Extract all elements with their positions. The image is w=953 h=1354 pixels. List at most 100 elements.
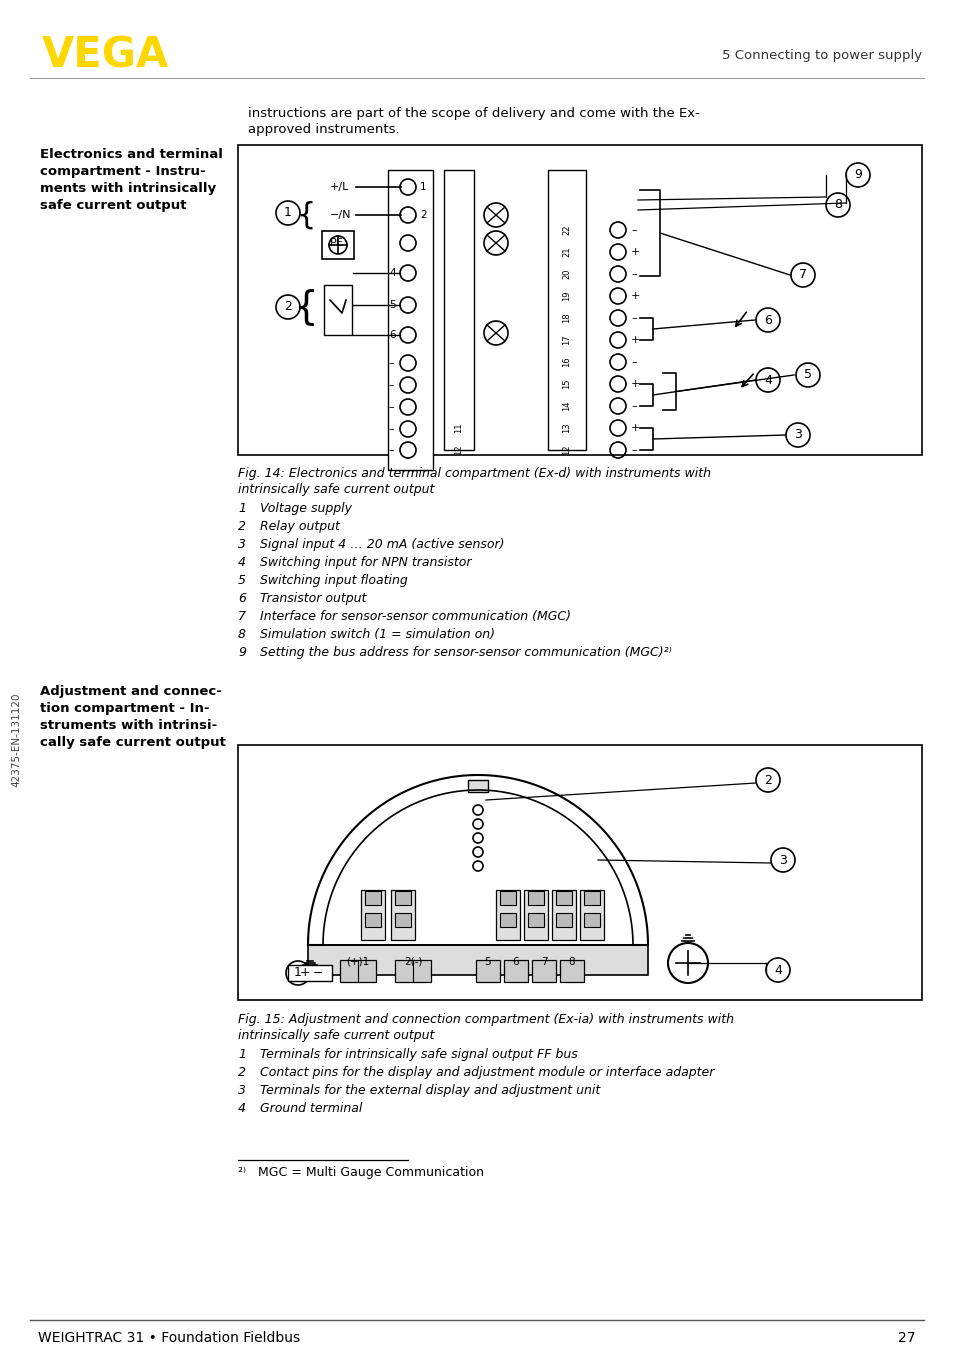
Text: 3: 3 <box>237 538 246 551</box>
Text: +: + <box>299 967 310 979</box>
Bar <box>324 284 352 334</box>
Text: 1: 1 <box>284 207 292 219</box>
Text: approved instruments.: approved instruments. <box>248 123 399 135</box>
Bar <box>583 913 599 927</box>
Text: Simulation switch (1 = simulation on): Simulation switch (1 = simulation on) <box>260 628 495 640</box>
Bar <box>365 913 380 927</box>
Text: 2: 2 <box>419 210 426 219</box>
Text: 5: 5 <box>484 957 491 967</box>
Text: 5: 5 <box>389 301 395 310</box>
Text: –: – <box>630 401 636 412</box>
Text: 2: 2 <box>237 520 246 533</box>
Text: –: – <box>380 268 386 278</box>
Bar <box>388 171 433 470</box>
Text: –: – <box>630 269 636 279</box>
Text: 5: 5 <box>803 368 811 382</box>
Text: 1: 1 <box>419 181 426 192</box>
Text: 21: 21 <box>562 246 571 257</box>
Bar <box>547 171 585 450</box>
Text: 4: 4 <box>237 556 246 569</box>
Text: 6: 6 <box>389 330 395 340</box>
Text: 2: 2 <box>237 1066 246 1079</box>
Bar <box>443 171 474 450</box>
Text: –: – <box>630 445 636 455</box>
Text: Terminals for the external display and adjustment unit: Terminals for the external display and a… <box>260 1085 599 1097</box>
Text: –: – <box>380 330 386 340</box>
Bar <box>527 913 543 927</box>
Text: 5: 5 <box>237 574 246 588</box>
Bar <box>532 960 556 982</box>
Text: +: + <box>630 379 639 389</box>
Bar <box>556 891 572 904</box>
Text: WEIGHTRAC 31 • Foundation Fieldbus: WEIGHTRAC 31 • Foundation Fieldbus <box>38 1331 300 1345</box>
Text: Transistor output: Transistor output <box>260 592 366 605</box>
Text: Switching input floating: Switching input floating <box>260 574 407 588</box>
Text: Relay output: Relay output <box>260 520 339 533</box>
Text: Setting the bus address for sensor-sensor communication (MGC)²⁾: Setting the bus address for sensor-senso… <box>260 646 671 659</box>
Text: –: – <box>388 402 394 412</box>
Text: +: + <box>630 422 639 433</box>
Text: 7: 7 <box>799 268 806 282</box>
Bar <box>288 965 332 982</box>
Text: 3: 3 <box>793 428 801 441</box>
Bar <box>322 232 354 259</box>
Text: +: + <box>630 291 639 301</box>
Text: 6: 6 <box>763 314 771 326</box>
Bar <box>527 891 543 904</box>
Bar <box>523 890 547 940</box>
Text: Interface for sensor-sensor communication (MGC): Interface for sensor-sensor communicatio… <box>260 611 571 623</box>
Bar <box>499 913 516 927</box>
Bar <box>559 960 583 982</box>
Text: intrinsically safe current output: intrinsically safe current output <box>237 1029 434 1043</box>
Text: 8: 8 <box>568 957 575 967</box>
Text: Contact pins for the display and adjustment module or interface adapter: Contact pins for the display and adjustm… <box>260 1066 714 1079</box>
Text: Ground terminal: Ground terminal <box>260 1102 362 1114</box>
Text: 2(-): 2(-) <box>403 957 422 967</box>
Text: 22: 22 <box>562 225 571 236</box>
Text: ²⁾   MGC = Multi Gauge Communication: ²⁾ MGC = Multi Gauge Communication <box>237 1166 483 1179</box>
Text: –: – <box>388 445 394 455</box>
Text: 17: 17 <box>562 334 571 345</box>
Bar <box>476 960 499 982</box>
Text: Electronics and terminal
compartment - Instru-
ments with intrinsically
safe cur: Electronics and terminal compartment - I… <box>40 148 223 213</box>
Text: 42375-EN-131120: 42375-EN-131120 <box>11 693 21 787</box>
Text: 5 Connecting to power supply: 5 Connecting to power supply <box>721 49 921 61</box>
Text: 12: 12 <box>562 444 571 455</box>
Bar <box>237 745 921 1001</box>
Text: –: – <box>630 313 636 324</box>
Text: 1: 1 <box>294 967 301 979</box>
Text: (+)1: (+)1 <box>346 957 369 967</box>
Bar <box>499 891 516 904</box>
Text: 4: 4 <box>237 1102 246 1114</box>
Bar <box>237 145 921 455</box>
Text: 1: 1 <box>237 502 246 515</box>
Text: Fig. 15: Adjustment and connection compartment (Ex-ia) with instruments with: Fig. 15: Adjustment and connection compa… <box>237 1013 733 1026</box>
Text: intrinsically safe current output: intrinsically safe current output <box>237 483 434 496</box>
Text: –: – <box>630 357 636 367</box>
Text: 27: 27 <box>898 1331 915 1345</box>
Bar <box>395 891 411 904</box>
Bar <box>308 945 647 975</box>
Text: PE: PE <box>330 238 343 248</box>
Text: 15: 15 <box>562 379 571 389</box>
Bar <box>552 890 576 940</box>
Text: 7: 7 <box>237 611 246 623</box>
Text: 2: 2 <box>763 773 771 787</box>
Text: 11: 11 <box>454 422 463 433</box>
Bar <box>556 913 572 927</box>
Text: Switching input for NPN transistor: Switching input for NPN transistor <box>260 556 471 569</box>
Text: Signal input 4 … 20 mA (active sensor): Signal input 4 … 20 mA (active sensor) <box>260 538 504 551</box>
Text: −/N: −/N <box>330 210 351 219</box>
Text: Voltage supply: Voltage supply <box>260 502 352 515</box>
Text: 9: 9 <box>853 168 861 181</box>
Text: 12: 12 <box>454 444 463 455</box>
Text: 4: 4 <box>389 268 395 278</box>
Text: Terminals for intrinsically safe signal output FF bus: Terminals for intrinsically safe signal … <box>260 1048 578 1062</box>
Text: {: { <box>296 200 315 229</box>
Text: 2: 2 <box>284 301 292 314</box>
Bar <box>503 960 527 982</box>
Text: −: − <box>313 967 323 979</box>
Text: –: – <box>630 225 636 236</box>
Text: –: – <box>380 301 386 310</box>
Text: instructions are part of the scope of delivery and come with the Ex-: instructions are part of the scope of de… <box>248 107 700 121</box>
